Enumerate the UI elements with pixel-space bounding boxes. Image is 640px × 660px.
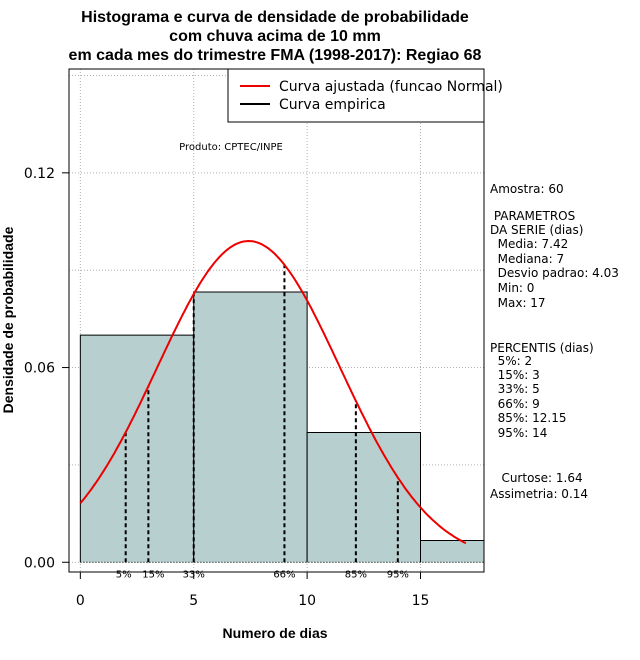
produto-label: Produto: CPTEC/INPE <box>179 142 283 153</box>
title-line-3: em cada mes do trimestre FMA (1998-2017)… <box>69 47 482 64</box>
x-tick-label: 0 <box>76 593 85 609</box>
percentile-label: 95% <box>387 569 409 580</box>
parametros-title: PARAMETROS <box>490 209 576 223</box>
x-axis: 0 5 10 15 <box>76 571 430 609</box>
min-text: Min: 0 <box>490 281 535 295</box>
percentile-label: 66% <box>273 569 295 580</box>
legend-box <box>227 68 485 123</box>
normal-fit-curve <box>79 239 467 545</box>
percentile-label: 85% <box>345 569 367 580</box>
histogram-bar <box>80 335 194 563</box>
y-axis: 0.00 0.06 0.12 <box>24 166 70 571</box>
max-text: Max: 17 <box>490 296 546 310</box>
y-tick-label: 0.12 <box>24 166 55 182</box>
histogram-bar-outline <box>306 431 422 563</box>
chart-title: Histograma e curva de densidade de proba… <box>69 9 482 64</box>
curtose-text: Curtose: 1.64 <box>490 471 583 485</box>
x-axis-title: Numero de dias <box>222 625 327 641</box>
histogram-bars <box>79 291 485 563</box>
histogram-bar <box>193 291 308 563</box>
p5-text: 5%: 2 <box>490 354 533 368</box>
p95-text: 95%: 14 <box>490 426 548 440</box>
histogram-bar <box>307 432 421 563</box>
legend: Curva ajustada (funcao Normal) Curva emp… <box>227 68 503 123</box>
media-text: Media: 7.42 <box>490 237 569 251</box>
legend-label-fitted: Curva ajustada (funcao Normal) <box>279 79 503 95</box>
desvio-text: Desvio padrao: 4.03 <box>490 266 619 280</box>
amostra-text: Amostra: 60 <box>490 182 564 196</box>
parametros-subtitle: DA SERIE (dias) <box>490 223 584 237</box>
x-tick-label: 10 <box>298 593 316 609</box>
percentile-label: 5% <box>116 569 132 580</box>
y-tick-label: 0.06 <box>24 361 55 377</box>
mediana-text: Mediana: 7 <box>490 252 565 266</box>
y-tick-label: 0.00 <box>24 555 55 571</box>
assimetria-text: Assimetria: 0.14 <box>490 487 589 501</box>
histogram-bar <box>420 540 484 563</box>
x-tick-label: 15 <box>412 593 430 609</box>
y-axis-title: Densidade de probabilidade <box>0 226 16 413</box>
x-tick-label: 5 <box>189 593 198 609</box>
legend-label-empirical: Curva empirica <box>279 97 386 113</box>
title-line-2: com chuva acima de 10 mm <box>169 28 381 45</box>
p66-text: 66%: 9 <box>490 397 540 411</box>
p15-text: 15%: 3 <box>490 368 540 382</box>
title-line-1: Histograma e curva de densidade de proba… <box>81 9 469 26</box>
percentis-title: PERCENTIS (dias) <box>490 341 594 355</box>
percentile-label: 15% <box>142 569 164 580</box>
p85-text: 85%: 12.15 <box>490 411 567 425</box>
p33-text: 33%: 5 <box>490 382 540 396</box>
